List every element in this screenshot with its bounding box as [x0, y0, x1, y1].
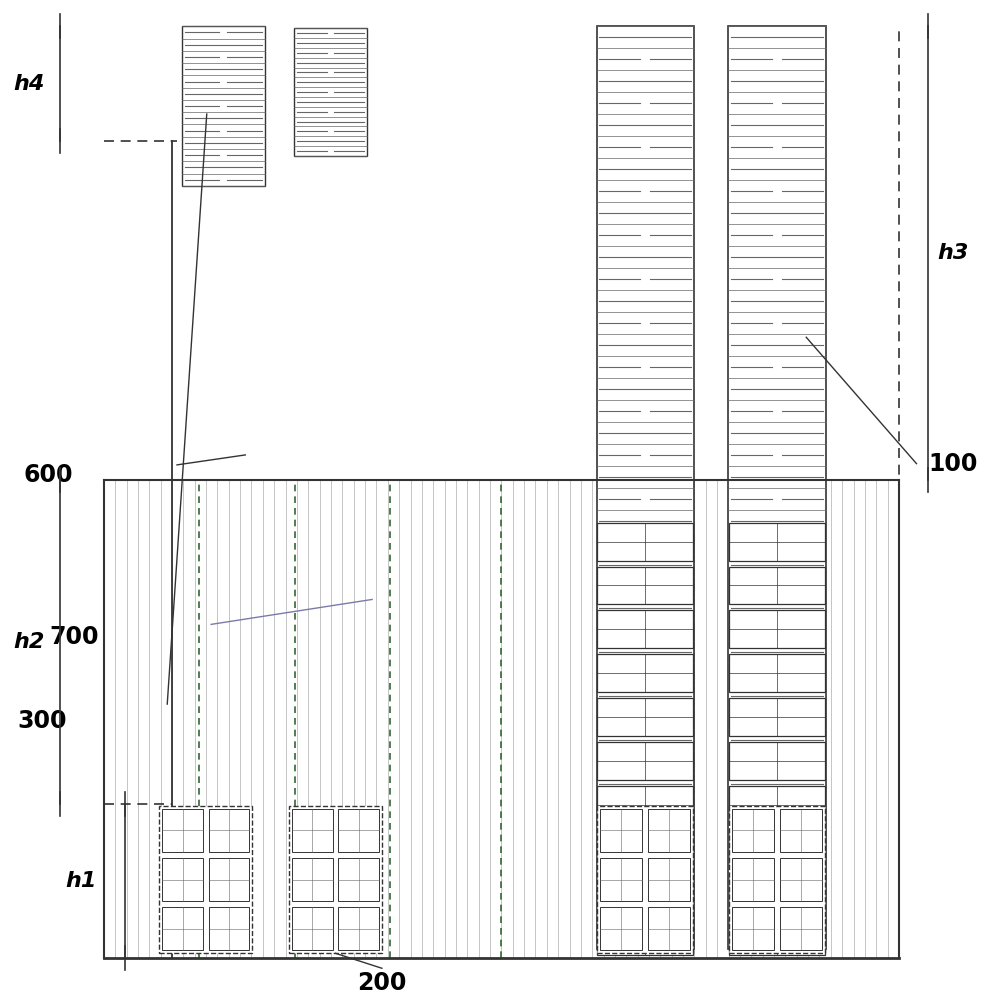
- Bar: [292, 809, 333, 852]
- Bar: [292, 858, 333, 901]
- Bar: [600, 858, 643, 901]
- Text: 100: 100: [928, 452, 977, 476]
- Bar: [780, 907, 822, 950]
- Bar: [729, 830, 825, 868]
- Bar: [596, 26, 694, 949]
- Bar: [209, 907, 249, 950]
- Bar: [162, 907, 203, 950]
- Text: h1: h1: [66, 871, 97, 891]
- Bar: [597, 742, 693, 780]
- Bar: [728, 26, 826, 949]
- Bar: [729, 610, 825, 648]
- Bar: [648, 858, 690, 901]
- Text: h3: h3: [937, 243, 968, 263]
- Bar: [597, 698, 693, 736]
- Bar: [729, 654, 825, 692]
- Bar: [780, 809, 822, 852]
- Bar: [209, 809, 249, 852]
- Text: 600: 600: [24, 463, 73, 487]
- Bar: [597, 654, 693, 692]
- Bar: [780, 858, 822, 901]
- Text: 300: 300: [18, 709, 67, 733]
- Text: 200: 200: [357, 971, 406, 995]
- Bar: [182, 26, 265, 186]
- Bar: [732, 858, 774, 901]
- Bar: [597, 917, 693, 955]
- Bar: [162, 858, 203, 901]
- Bar: [159, 806, 252, 953]
- Bar: [597, 874, 693, 911]
- Bar: [732, 907, 774, 950]
- Bar: [338, 858, 379, 901]
- Bar: [729, 742, 825, 780]
- Bar: [292, 907, 333, 950]
- Bar: [729, 523, 825, 561]
- Bar: [597, 786, 693, 824]
- Text: 700: 700: [50, 625, 99, 649]
- Bar: [338, 809, 379, 852]
- Text: h4: h4: [13, 74, 44, 94]
- Bar: [597, 806, 693, 953]
- Bar: [600, 907, 643, 950]
- Bar: [338, 907, 379, 950]
- Bar: [648, 907, 690, 950]
- Bar: [597, 523, 693, 561]
- Bar: [289, 806, 382, 953]
- Bar: [162, 809, 203, 852]
- Bar: [597, 567, 693, 604]
- Bar: [729, 874, 825, 911]
- Bar: [732, 809, 774, 852]
- Bar: [648, 809, 690, 852]
- Bar: [729, 806, 825, 953]
- Bar: [597, 830, 693, 868]
- Bar: [209, 858, 249, 901]
- Bar: [597, 610, 693, 648]
- Bar: [729, 698, 825, 736]
- Text: h2: h2: [13, 632, 44, 652]
- Bar: [729, 786, 825, 824]
- Bar: [600, 809, 643, 852]
- Bar: [294, 28, 367, 156]
- Bar: [729, 917, 825, 955]
- Bar: [729, 567, 825, 604]
